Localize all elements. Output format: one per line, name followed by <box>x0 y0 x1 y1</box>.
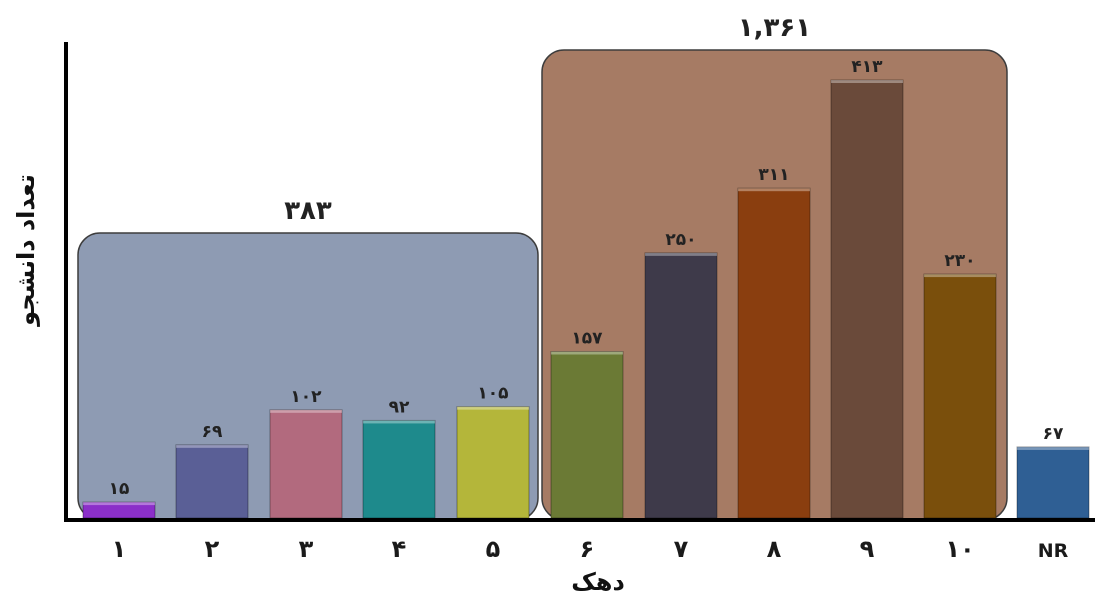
data-label: ۶۷ <box>1043 424 1064 444</box>
group-total-label: ۱,۳۶۱ <box>738 13 811 43</box>
bar <box>737 187 811 519</box>
bar <box>362 419 436 519</box>
x-tick-label: ۱۰ <box>945 535 974 563</box>
x-tick-label: ۲ <box>205 535 220 563</box>
x-tick-label: ۱ <box>112 535 127 563</box>
data-label: ۹۲ <box>389 397 410 417</box>
bar-highlight <box>831 80 903 83</box>
x-tick-label: ۳ <box>299 535 314 563</box>
bar <box>175 444 249 519</box>
bar-highlight <box>738 188 810 192</box>
bar-highlight <box>176 444 248 448</box>
x-axis-label: دهک <box>571 568 625 596</box>
data-label: ۳۱۱ <box>758 165 789 185</box>
bar <box>269 409 343 519</box>
bars: ۱۵ ۱ ۶۹ ۲ ۱۰۲ ۳ ۹۲ ۴ ۱۰۵ ۵ ۱۵۷ ۶ ۲۵۰ ۷ ۳۱۱ ۸ ۴۱۳ ۹ ۲۳۰ ۱۰ ۶۷… <box>82 57 1090 563</box>
x-tick-label: ۸ <box>767 535 782 563</box>
data-label: ۲۳۰ <box>944 251 975 271</box>
bar <box>830 79 904 519</box>
bar-highlight <box>645 252 717 256</box>
group-total-label: ۳۸۳ <box>284 196 332 226</box>
bar <box>644 252 718 519</box>
x-tick-label: ۴ <box>392 535 407 563</box>
x-tick-label: ۷ <box>674 535 689 563</box>
bar-highlight <box>551 351 623 355</box>
data-label: ۱۵ <box>109 479 130 499</box>
bar <box>1016 446 1090 519</box>
data-label: ۶۹ <box>202 422 223 442</box>
bar-highlight <box>363 420 435 424</box>
bar <box>923 273 997 519</box>
bar <box>456 406 530 519</box>
x-tick-label: NR <box>1038 540 1069 562</box>
bar-highlight <box>924 274 996 278</box>
bar-highlight <box>83 502 155 506</box>
data-label: ۱۵۷ <box>571 328 603 348</box>
bar-highlight <box>457 406 529 410</box>
x-tick-label: ۶ <box>580 535 595 563</box>
bar-highlight <box>1017 446 1089 450</box>
data-label: ۱۰۵ <box>477 384 508 404</box>
data-label: ۲۵۰ <box>665 230 696 250</box>
x-tick-label: ۵ <box>486 535 501 563</box>
data-label: ۴۱۳ <box>851 57 883 77</box>
y-axis-label: تعداد دانشجو <box>12 174 40 327</box>
bar <box>550 350 624 519</box>
x-tick-label: ۹ <box>860 535 875 563</box>
bar-highlight <box>270 409 342 413</box>
data-label: ۱۰۲ <box>290 387 322 407</box>
